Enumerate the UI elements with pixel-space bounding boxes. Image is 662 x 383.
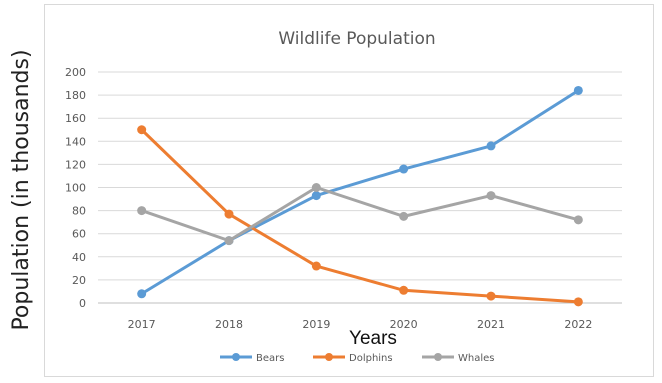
x-tick-label: 2020	[390, 318, 418, 331]
x-tick-label: 2017	[128, 318, 156, 331]
y-tick-label: 180	[65, 89, 86, 102]
y-tick-label: 140	[65, 135, 86, 148]
x-tick-label: 2019	[302, 318, 330, 331]
data-point-dolphins	[486, 291, 496, 301]
chart-title: Wildlife Population	[278, 29, 435, 49]
legend-label-dolphins: Dolphins	[349, 353, 393, 364]
series-line-bears	[140, 88, 580, 296]
data-point-whales	[137, 206, 147, 216]
y-tick-label: 200	[65, 66, 86, 79]
x-tick-label: 2022	[564, 318, 592, 331]
data-point-bears	[573, 85, 583, 95]
data-point-bears	[486, 141, 496, 151]
data-point-whales	[573, 215, 583, 225]
data-point-whales	[399, 211, 409, 221]
legend-marker-dolphins	[325, 353, 333, 361]
data-point-bears	[137, 289, 147, 299]
data-point-bears	[399, 164, 409, 174]
data-point-dolphins	[137, 125, 147, 135]
series-line-dolphins	[140, 128, 580, 304]
legend: Bears Dolphins Whales	[220, 353, 495, 364]
data-point-dolphins	[399, 285, 409, 295]
chart-frame	[44, 4, 654, 377]
series-line-whales	[140, 186, 580, 243]
legend-marker-whales	[434, 353, 442, 361]
y-tick-label: 60	[72, 228, 86, 241]
x-tick-label: 2018	[215, 318, 243, 331]
y-tick-label: 100	[65, 182, 86, 195]
y-tick-label: 160	[65, 112, 86, 125]
y-tick-label: 20	[72, 274, 86, 287]
series-lines	[137, 85, 583, 307]
y-tick-label: 0	[79, 297, 86, 310]
y-tick-label: 80	[72, 205, 86, 218]
x-tick-label: 2021	[477, 318, 505, 331]
y-tick-label: 120	[65, 158, 86, 171]
y-axis-label: Population (in thousands)	[9, 49, 34, 330]
axis-ticks: 0 20 40 60 80 100 120 140 160 180 200 2017 2018 2019 2…	[65, 66, 592, 331]
legend-marker-bears	[232, 353, 240, 361]
legend-label-bears: Bears	[256, 353, 284, 364]
data-point-whales	[486, 191, 496, 201]
x-axis-label: Years	[349, 328, 397, 349]
gridlines	[98, 71, 622, 304]
data-point-dolphins	[311, 261, 321, 271]
data-point-whales	[224, 236, 234, 246]
legend-label-whales: Whales	[458, 353, 495, 364]
data-point-dolphins	[573, 297, 583, 307]
y-tick-label: 40	[72, 251, 86, 264]
data-point-whales	[311, 183, 321, 192]
data-point-dolphins	[224, 209, 234, 219]
data-point-bears	[311, 191, 321, 201]
